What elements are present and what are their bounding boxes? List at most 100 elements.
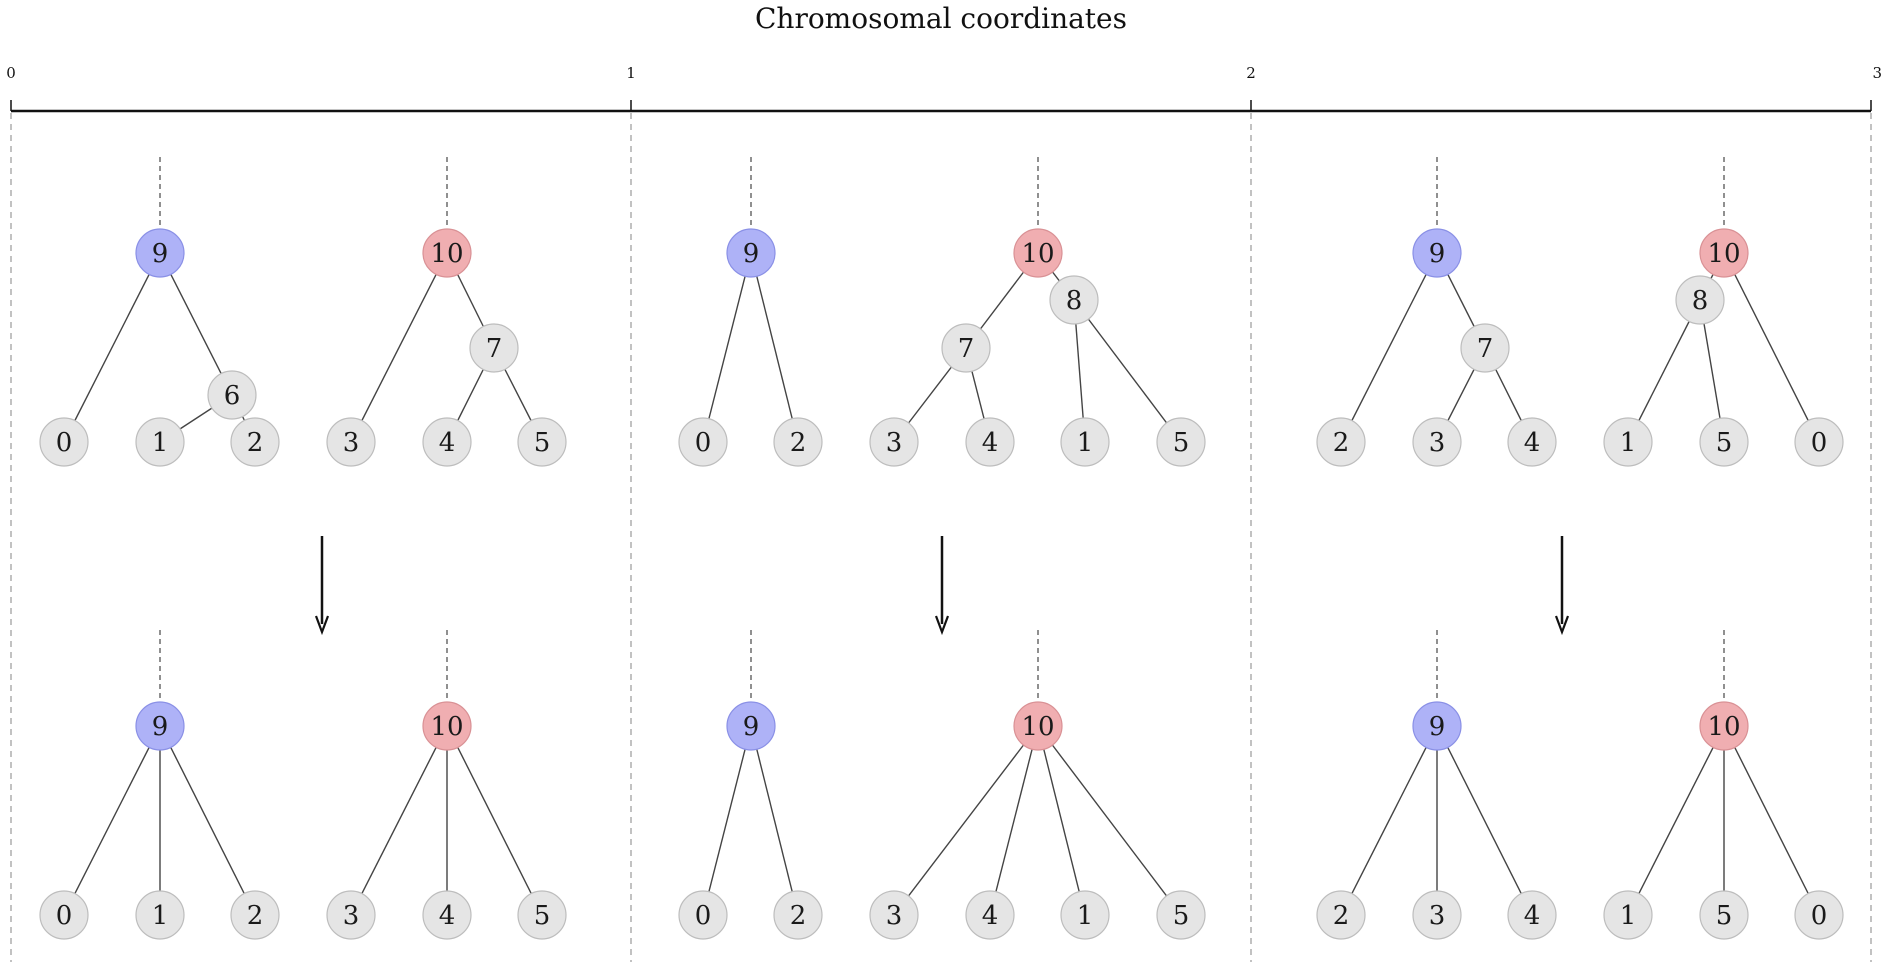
panel1-before-tree2-leaf-node-3 [326, 417, 376, 467]
panel2-before-tree1-leaf-node-2 [773, 417, 823, 467]
panel1-after-tree1-leaf-label-2: 2 [247, 901, 264, 931]
panel1-after-tree2-leaf-label-3: 3 [343, 901, 360, 931]
panel3-before-tree1-leaf-node-4 [1507, 417, 1557, 467]
panel2-before-tree2-internal-label-8: 8 [1066, 286, 1083, 316]
panel1-before-tree2-edge-10-3 [350, 252, 448, 443]
panel2-after-tree2-edge-10-5 [1037, 725, 1182, 916]
panel2-before-tree2-leaf-node-1 [1060, 417, 1110, 467]
panel2-after-tree1-edge-9-2 [750, 725, 799, 916]
panel2-before-tree2-internal-node-7 [941, 323, 991, 373]
panel1-before-tree2-leaf-label-3: 3 [343, 428, 360, 458]
panel3-before-tree2-leaf-node-5 [1699, 417, 1749, 467]
axis-tick-label-3: 3 [1872, 64, 1882, 82]
panel1-after-tree2-leaf-node-4 [422, 890, 472, 940]
panel1-before-tree2-root-label-10: 10 [430, 239, 463, 269]
panel2-before-tree2-root-node-10 [1013, 228, 1063, 278]
panel2-after-tree2-leaf-label-3: 3 [886, 901, 903, 931]
panel3-after-tree2-leaf-label-5: 5 [1716, 901, 1733, 931]
panel3-after-tree2-leaf-label-1: 1 [1620, 901, 1637, 931]
panel3-after-tree2-leaf-node-0 [1794, 890, 1844, 940]
panel2-before-tree2-leaf-label-5: 5 [1173, 428, 1190, 458]
axis-tick-label-1: 1 [626, 64, 636, 82]
panel1-before-tree2-leaf-node-4 [422, 417, 472, 467]
panel2-transition-arrow-head [934, 615, 950, 636]
panel3-after-tree1-leaf-node-2 [1316, 890, 1366, 940]
panel2-after-tree2-leaf-label-5: 5 [1173, 901, 1190, 931]
panel1-after-tree1-root-label-9: 9 [152, 712, 169, 742]
panel3-after-tree1-leaf-node-3 [1412, 890, 1462, 940]
panel2-before-tree2-internal-node-8 [1049, 275, 1099, 325]
panel3-after-tree2-leaf-node-1 [1603, 890, 1653, 940]
panel2-after-tree2-leaf-label-1: 1 [1077, 901, 1094, 931]
panel3-before-tree1-leaf-node-2 [1316, 417, 1366, 467]
panel1-before-tree1-leaf-node-1 [135, 417, 185, 467]
panel3-before-tree1-leaf-node-3 [1412, 417, 1462, 467]
panel3-before-tree2-edge-10-0 [1723, 252, 1820, 443]
panel2-before-tree2-leaf-node-5 [1156, 417, 1206, 467]
panel3-before-tree2-internal-node-8 [1675, 275, 1725, 325]
panel2-before-tree2-leaf-label-4: 4 [982, 428, 999, 458]
panel2-after-tree2-leaf-node-5 [1156, 890, 1206, 940]
panel1-before-tree1-root-label-9: 9 [152, 239, 169, 269]
panel2-after-tree2-leaf-node-3 [869, 890, 919, 940]
panel1-before-tree2-internal-node-7 [469, 323, 519, 373]
panel1-after-tree1-edge-9-0 [63, 725, 161, 916]
panel3-before-tree2-leaf-node-0 [1794, 417, 1844, 467]
panel2-after-tree2-edge-10-3 [893, 725, 1039, 916]
panel2-before-tree1-edge-9-2 [750, 252, 799, 443]
panel1-after-tree1-root-node-9 [135, 701, 185, 751]
panel2-before-tree2-leaf-label-1: 1 [1077, 428, 1094, 458]
panel3-after-tree1-edge-9-2 [1340, 725, 1438, 916]
panel1-before-tree1-leaf-label-2: 2 [247, 428, 264, 458]
panel3-before-tree2-edge-8-1 [1627, 299, 1701, 443]
panel2-after-tree2-edge-10-1 [1037, 725, 1086, 916]
panel3-before-tree2-root-node-10 [1699, 228, 1749, 278]
panel1-after-tree2-root-node-10 [422, 701, 472, 751]
panel3-after-tree2-edge-10-0 [1723, 725, 1820, 916]
panel1-before-tree1-leaf-node-2 [230, 417, 280, 467]
panel3-before-tree2-leaf-label-5: 5 [1716, 428, 1733, 458]
panel3-before-tree1-internal-label-7: 7 [1477, 334, 1494, 364]
panel3-after-tree2-root-node-10 [1699, 701, 1749, 751]
panel3-after-tree1-edge-9-4 [1436, 725, 1533, 916]
panel2-before-tree1-root-label-9: 9 [743, 239, 760, 269]
panel3-before-tree2-leaf-label-1: 1 [1620, 428, 1637, 458]
panel2-before-tree2-root-label-10: 10 [1021, 239, 1054, 269]
axis-tick-label-0: 0 [6, 64, 16, 82]
panel3-after-tree1-leaf-node-4 [1507, 890, 1557, 940]
panel1-before-tree1-root-node-9 [135, 228, 185, 278]
panel3-after-tree2-edge-10-1 [1627, 725, 1725, 916]
panel1-after-tree1-leaf-node-1 [135, 890, 185, 940]
panel3-before-tree1-edge-9-2 [1340, 252, 1438, 443]
panel1-before-tree1-leaf-label-0: 0 [56, 428, 73, 458]
panel3-before-tree1-root-node-9 [1412, 228, 1462, 278]
panel3-after-tree2-leaf-node-5 [1699, 890, 1749, 940]
panel2-after-tree2-root-node-10 [1013, 701, 1063, 751]
panel2-after-tree2-leaf-label-4: 4 [982, 901, 999, 931]
panel3-before-tree2-internal-label-8: 8 [1692, 286, 1709, 316]
panel1-after-tree2-edge-10-3 [350, 725, 448, 916]
panel1-after-tree2-edge-10-5 [446, 725, 543, 916]
panel2-before-tree2-edge-8-5 [1073, 299, 1182, 443]
panel1-before-tree1-edge-9-0 [63, 252, 161, 443]
panel3-before-tree2-leaf-node-1 [1603, 417, 1653, 467]
panel1-after-tree2-leaf-node-5 [517, 890, 567, 940]
panel3-before-tree1-internal-node-7 [1460, 323, 1510, 373]
panel2-before-tree1-root-node-9 [726, 228, 776, 278]
panel2-before-tree1-leaf-label-2: 2 [790, 428, 807, 458]
panel1-before-tree2-root-node-10 [422, 228, 472, 278]
panel1-before-tree2-leaf-label-4: 4 [439, 428, 456, 458]
panel1-after-tree1-edge-9-2 [159, 725, 256, 916]
panel1-before-tree1-edge-9-6 [159, 252, 233, 396]
panel1-after-tree1-leaf-node-0 [39, 890, 89, 940]
panel3-after-tree1-leaf-label-3: 3 [1429, 901, 1446, 931]
panel1-after-tree2-leaf-node-3 [326, 890, 376, 940]
panel3-after-tree2-root-label-10: 10 [1707, 712, 1740, 742]
panel3-before-tree2-leaf-label-0: 0 [1811, 428, 1828, 458]
panel1-before-tree1-leaf-label-1: 1 [152, 428, 169, 458]
axis-tick-label-2: 2 [1246, 64, 1256, 82]
panel1-before-tree1-internal-node-6 [207, 370, 257, 420]
panel2-before-tree1-leaf-node-0 [678, 417, 728, 467]
panel2-before-tree2-leaf-node-3 [869, 417, 919, 467]
